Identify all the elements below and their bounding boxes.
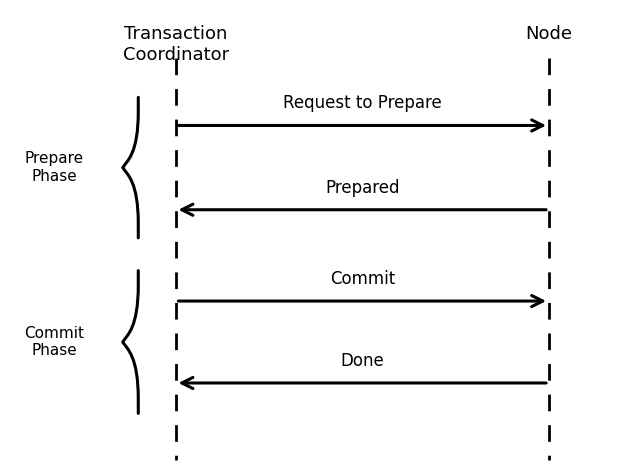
Text: Done: Done xyxy=(341,352,384,370)
Text: Node: Node xyxy=(526,25,572,43)
Text: Commit
Phase: Commit Phase xyxy=(24,326,84,358)
Text: Transaction
Coordinator: Transaction Coordinator xyxy=(122,25,229,64)
Text: Request to Prepare: Request to Prepare xyxy=(283,94,442,113)
Text: Prepare
Phase: Prepare Phase xyxy=(25,151,84,184)
Text: Prepared: Prepared xyxy=(325,179,399,196)
Text: Commit: Commit xyxy=(329,270,395,288)
